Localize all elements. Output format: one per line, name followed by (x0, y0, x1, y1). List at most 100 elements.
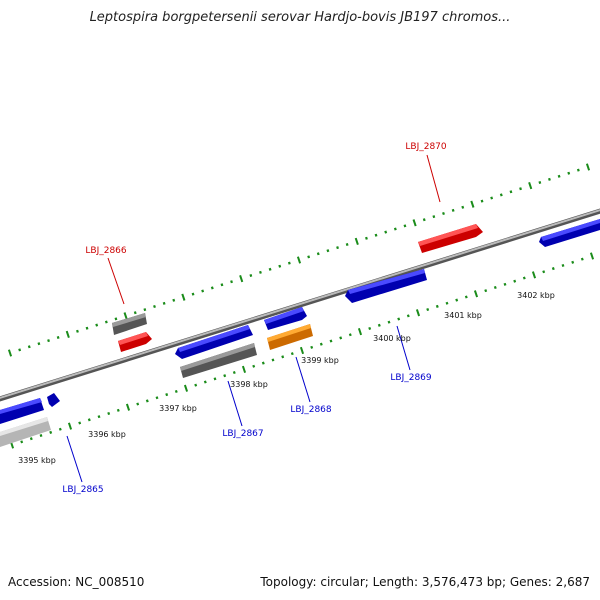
leader-lbj-2866 (107, 257, 125, 305)
minor-tick (230, 280, 233, 284)
minor-tick (78, 421, 82, 425)
minor-tick (387, 320, 391, 324)
leader-lbj-2865 (66, 435, 83, 483)
minor-tick (155, 396, 159, 400)
major-tick (299, 346, 305, 355)
minor-tick (522, 276, 526, 280)
minor-tick (499, 193, 503, 197)
major-tick (125, 403, 131, 411)
minor-tick (567, 171, 571, 175)
gene-label-lbj-2866[interactable]: LBJ_2866 (85, 246, 127, 256)
major-tick (354, 237, 359, 246)
feature-lbj-2865-light[interactable] (0, 417, 51, 447)
minor-tick (133, 311, 137, 315)
feature-lbj-2870-arrow[interactable] (418, 224, 483, 253)
major-tick (528, 181, 533, 190)
minor-tick (259, 270, 262, 274)
major-tick (181, 293, 186, 301)
major-tick (589, 252, 595, 260)
minor-tick (39, 434, 43, 438)
minor-tick (58, 427, 62, 431)
scale-label-3396: 3396 kbp (88, 430, 126, 439)
feature-lbj-2865-arrow[interactable] (0, 398, 44, 424)
scale-label-3399: 3399 kbp (301, 356, 339, 365)
minor-tick (27, 345, 31, 349)
minor-tick (336, 246, 339, 250)
minor-tick (384, 230, 388, 234)
gene-label-lbj-2869[interactable]: LBJ_2869 (390, 373, 432, 383)
gene-label-lbj-2868[interactable]: LBJ_2868 (290, 405, 332, 415)
minor-tick (493, 285, 497, 290)
minor-tick (143, 308, 147, 312)
gene-label-lbj-2867[interactable]: LBJ_2867 (222, 429, 263, 439)
minor-tick (329, 339, 333, 343)
minor-tick (571, 260, 575, 264)
minor-tick (307, 255, 311, 259)
minor-tick (203, 380, 207, 384)
scale-label-3395: 3395 kbp (18, 456, 56, 465)
minor-tick (223, 374, 227, 378)
minor-tick (377, 323, 381, 327)
minor-tick (503, 282, 507, 286)
minor-tick (165, 393, 169, 397)
minor-tick (210, 286, 214, 290)
minor-tick (464, 295, 468, 299)
minor-tick (116, 408, 120, 412)
inner-tick-ring (9, 252, 595, 449)
feature-lbj-2867-arrow[interactable] (175, 325, 253, 359)
minor-tick (548, 177, 551, 181)
minor-tick (18, 348, 22, 352)
minor-tick (442, 211, 445, 216)
minor-tick (445, 301, 449, 305)
minor-tick (191, 292, 195, 296)
gene-label-lbj-2870[interactable]: LBJ_2870 (405, 142, 447, 152)
minor-tick (249, 273, 253, 278)
minor-tick (393, 227, 397, 231)
minor-tick (37, 342, 41, 346)
scale-label-3401: 3401 kbp (444, 311, 482, 320)
minor-tick (20, 440, 24, 444)
major-tick (357, 327, 363, 336)
minor-tick (557, 174, 561, 178)
feature-lbj-2869-arrow[interactable] (345, 269, 427, 303)
minor-tick (576, 168, 580, 172)
minor-tick (220, 283, 224, 287)
leader-lbj-2869 (396, 325, 411, 371)
minor-tick (97, 415, 101, 419)
feature-small-forward-arrow[interactable] (47, 393, 60, 407)
major-tick (473, 290, 479, 298)
feature-lbj-2866-arrow[interactable] (118, 332, 152, 352)
outer-tick-ring (7, 163, 591, 357)
minor-tick (107, 411, 111, 416)
minor-tick (153, 304, 156, 309)
minor-tick (47, 339, 50, 343)
minor-tick (561, 263, 565, 267)
minor-tick (174, 389, 178, 393)
feature-lbj-2868-orange[interactable] (267, 324, 313, 350)
minor-tick (509, 190, 513, 194)
minor-tick (538, 180, 542, 185)
minor-tick (580, 257, 584, 261)
minor-tick (542, 270, 546, 274)
minor-tick (426, 308, 430, 312)
scale-label-3398: 3398 kbp (230, 380, 268, 389)
minor-tick (519, 187, 522, 191)
feature-lbj-2866-grey[interactable] (112, 313, 147, 335)
minor-tick (252, 364, 256, 368)
minor-tick (406, 314, 410, 318)
minor-tick (56, 335, 60, 340)
major-tick (183, 384, 189, 392)
accession-text: Accession: NC_008510 (8, 575, 145, 589)
minor-tick (480, 199, 484, 203)
minor-tick (551, 267, 555, 271)
feature-lbj-2867-grey[interactable] (180, 343, 257, 378)
minor-tick (319, 342, 323, 346)
major-tick (67, 422, 73, 430)
minor-tick (95, 323, 99, 327)
minor-tick (513, 279, 517, 283)
minor-tick (145, 399, 149, 403)
gene-label-lbj-2865[interactable]: LBJ_2865 (62, 485, 103, 495)
feature-lbj-2868-arrow[interactable] (264, 307, 307, 330)
feature-right-forward-arrow[interactable] (539, 219, 600, 247)
